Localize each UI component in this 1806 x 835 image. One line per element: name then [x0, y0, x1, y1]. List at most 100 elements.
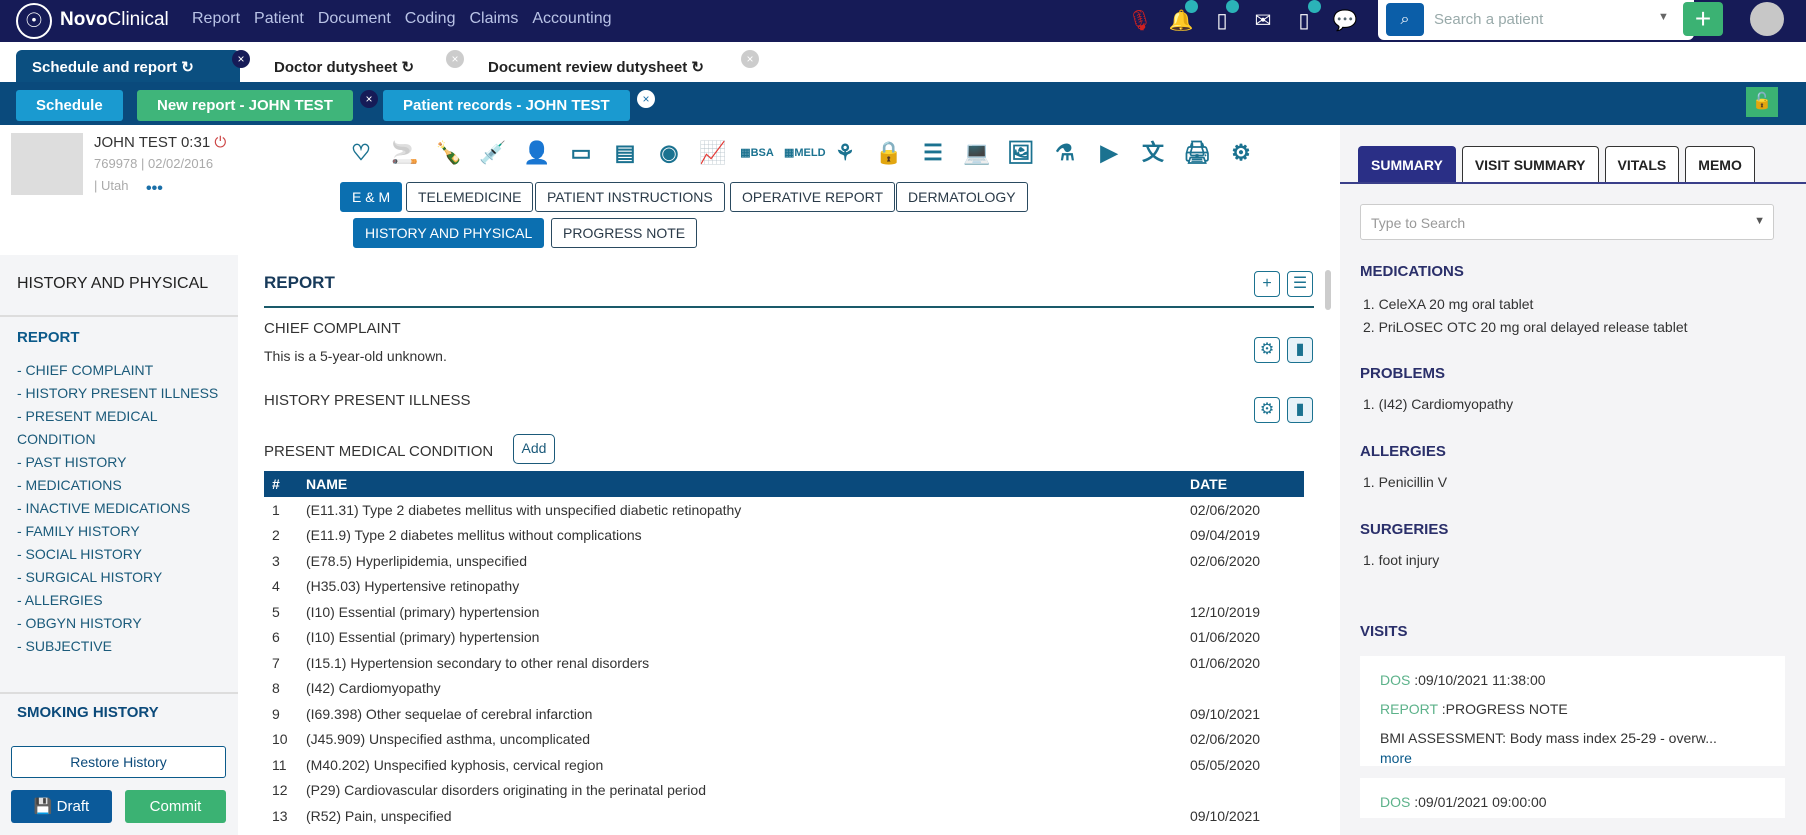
- print-icon[interactable]: 🖨: [1183, 140, 1211, 165]
- table-row[interactable]: 11 (M40.202) Unspecified kyphosis, cervic…: [264, 752, 1304, 778]
- close-icon[interactable]: ×: [741, 50, 759, 68]
- restore-history-button[interactable]: Restore History: [11, 746, 226, 778]
- person-icon[interactable]: 👤: [523, 140, 551, 165]
- table-row[interactable]: 2 (E11.9) Type 2 diabetes mellitus withou…: [264, 523, 1304, 549]
- tab-memo[interactable]: MEMO: [1685, 146, 1755, 183]
- sidebar-item[interactable]: - OBGYN HISTORY: [17, 615, 142, 631]
- video-icon[interactable]: ▭: [570, 140, 592, 165]
- search-input[interactable]: Search a patient: [1434, 11, 1544, 28]
- close-icon[interactable]: ×: [360, 90, 378, 108]
- table-row[interactable]: 7 (I15.1) Hypertension secondary to other…: [264, 650, 1304, 676]
- close-icon[interactable]: ×: [232, 50, 250, 68]
- subtab-patient-records[interactable]: Patient records - JOHN TEST: [383, 90, 630, 121]
- summary-search-input[interactable]: Type to Search ▼: [1360, 204, 1774, 240]
- tab-schedule-and-report[interactable]: Schedule and report ↻: [16, 50, 240, 82]
- type-em[interactable]: E & M: [340, 182, 403, 212]
- table-row[interactable]: 1 (E11.31) Type 2 diabetes mellitus with …: [264, 497, 1304, 523]
- menu-claims[interactable]: Claims: [469, 10, 519, 27]
- type-operative-report[interactable]: OPERATIVE REPORT: [730, 182, 896, 212]
- sidebar-item[interactable]: - SUBJECTIVE: [17, 638, 112, 654]
- tab-visit-summary[interactable]: VISIT SUMMARY: [1461, 146, 1599, 183]
- table-row[interactable]: 12 (P29) Cardiovascular disorders origina…: [264, 778, 1304, 804]
- network-icon[interactable]: ⚘: [835, 140, 855, 165]
- menu-patient[interactable]: Patient: [254, 10, 304, 27]
- scrollbar[interactable]: [1325, 270, 1331, 310]
- logo-icon[interactable]: ☉: [16, 3, 52, 39]
- sidebar-item[interactable]: - CHIEF COMPLAINT: [17, 362, 154, 378]
- brand[interactable]: NovoClinical: [60, 9, 169, 31]
- note-icon[interactable]: ☰: [923, 140, 943, 165]
- more-options-icon[interactable]: •••: [146, 180, 163, 197]
- sidebar-report[interactable]: REPORT: [17, 329, 80, 346]
- chevron-down-icon[interactable]: ▼: [1754, 215, 1765, 227]
- sidebar-smoking-history[interactable]: SMOKING HISTORY: [17, 704, 159, 721]
- table-row[interactable]: 8 (I42) Cardiomyopathy: [264, 676, 1304, 702]
- draft-button[interactable]: 💾 Draft: [11, 790, 112, 823]
- unlock-icon[interactable]: 🔓: [1746, 87, 1778, 117]
- menu-coding[interactable]: Coding: [404, 10, 456, 27]
- power-icon[interactable]: ⏻: [214, 134, 227, 151]
- template-icon[interactable]: ▮: [1287, 337, 1313, 363]
- chat-icon[interactable]: 💬: [1332, 10, 1358, 32]
- document-icon[interactable]: ▯: [1209, 0, 1239, 33]
- tab-summary[interactable]: SUMMARY: [1358, 146, 1456, 183]
- translate-icon[interactable]: 文: [1141, 140, 1164, 165]
- mail-icon[interactable]: ✉: [1254, 10, 1272, 32]
- subtype-history-and-physical[interactable]: HISTORY AND PHYSICAL: [353, 218, 545, 248]
- syringe-icon[interactable]: 💉: [479, 140, 507, 165]
- flask-icon[interactable]: ⚗: [1055, 140, 1075, 165]
- user-avatar[interactable]: [1750, 2, 1784, 36]
- image-icon[interactable]: 🖼: [1007, 140, 1035, 165]
- tab-vitals[interactable]: VITALS: [1604, 146, 1680, 183]
- table-row[interactable]: 13 (R52) Pain, unspecified 09/10/2021: [264, 803, 1304, 829]
- table-row[interactable]: 5 (I10) Essential (primary) hypertension 1…: [264, 599, 1304, 625]
- chevron-down-icon[interactable]: ▼: [1658, 11, 1669, 23]
- table-row[interactable]: 6 (I10) Essential (primary) hypertension 0…: [264, 625, 1304, 651]
- add-button[interactable]: +: [1683, 2, 1723, 36]
- sidebar-item[interactable]: - PRESENT MEDICAL CONDITION: [17, 408, 158, 447]
- sidebar-item[interactable]: - SURGICAL HISTORY: [17, 569, 163, 585]
- patient-search[interactable]: ⌕ Search a patient ▼: [1378, 0, 1694, 40]
- document-icon[interactable]: ▤: [614, 140, 636, 165]
- subtab-new-report[interactable]: New report - JOHN TEST: [137, 90, 353, 121]
- type-patient-instructions[interactable]: PATIENT INSTRUCTIONS: [535, 182, 725, 212]
- sidebar-item[interactable]: - PAST HISTORY: [17, 454, 127, 470]
- sidebar-item[interactable]: - MEDICATIONS: [17, 477, 122, 493]
- alcohol-icon[interactable]: 🍾: [435, 140, 463, 165]
- close-icon[interactable]: ×: [637, 90, 655, 108]
- lock-icon[interactable]: 🔒: [875, 140, 903, 165]
- add-section-icon[interactable]: +: [1254, 271, 1280, 297]
- bsa-calculator-icon[interactable]: ▦BSA: [740, 147, 774, 159]
- eye-icon[interactable]: ◉: [659, 140, 679, 165]
- chief-complaint-text[interactable]: This is a 5-year-old unknown.: [264, 348, 447, 364]
- search-icon[interactable]: ⌕: [1386, 3, 1424, 36]
- menu-icon[interactable]: ☰: [1287, 271, 1313, 297]
- menu-document[interactable]: Document: [317, 10, 391, 27]
- type-telemedicine[interactable]: TELEMEDICINE: [406, 182, 534, 212]
- template-icon[interactable]: ▮: [1287, 397, 1313, 423]
- play-icon[interactable]: ▶: [1100, 140, 1118, 165]
- heart-icon[interactable]: ♡: [351, 140, 371, 165]
- meld-calculator-icon[interactable]: ▦MELD: [784, 147, 826, 159]
- visit-card[interactable]: DOS :09/10/2021 11:38:00 REPORT :PROGRES…: [1360, 656, 1785, 766]
- tab-doctor-dutysheet[interactable]: Doctor dutysheet ↻: [274, 59, 415, 76]
- subtype-progress-note[interactable]: PROGRESS NOTE: [551, 218, 698, 248]
- laptop-icon[interactable]: 💻: [963, 140, 991, 165]
- phone-icon[interactable]: ▯: [1291, 0, 1321, 33]
- smoking-icon[interactable]: 🚬: [391, 140, 419, 165]
- menu-accounting[interactable]: Accounting: [532, 10, 612, 27]
- microphone-muted-icon[interactable]: 🎙: [1127, 10, 1153, 32]
- more-link[interactable]: more: [1380, 750, 1412, 766]
- add-condition-button[interactable]: Add: [513, 434, 555, 464]
- commit-button[interactable]: Commit: [125, 790, 226, 823]
- sidebar-item[interactable]: - ALLERGIES: [17, 592, 103, 608]
- gear-icon[interactable]: ⚙: [1254, 397, 1280, 423]
- subtab-schedule[interactable]: Schedule: [16, 90, 123, 121]
- table-row[interactable]: 9 (I69.398) Other sequelae of cerebral in…: [264, 701, 1304, 727]
- table-row[interactable]: 4 (H35.03) Hypertensive retinopathy: [264, 574, 1304, 600]
- gear-icon[interactable]: ⚙: [1231, 140, 1251, 165]
- table-row[interactable]: 10 (J45.909) Unspecified asthma, uncompli…: [264, 727, 1304, 753]
- sidebar-item[interactable]: - FAMILY HISTORY: [17, 523, 140, 539]
- tab-document-review-dutysheet[interactable]: Document review dutysheet ↻: [488, 59, 704, 76]
- bell-icon[interactable]: 🔔: [1168, 0, 1198, 33]
